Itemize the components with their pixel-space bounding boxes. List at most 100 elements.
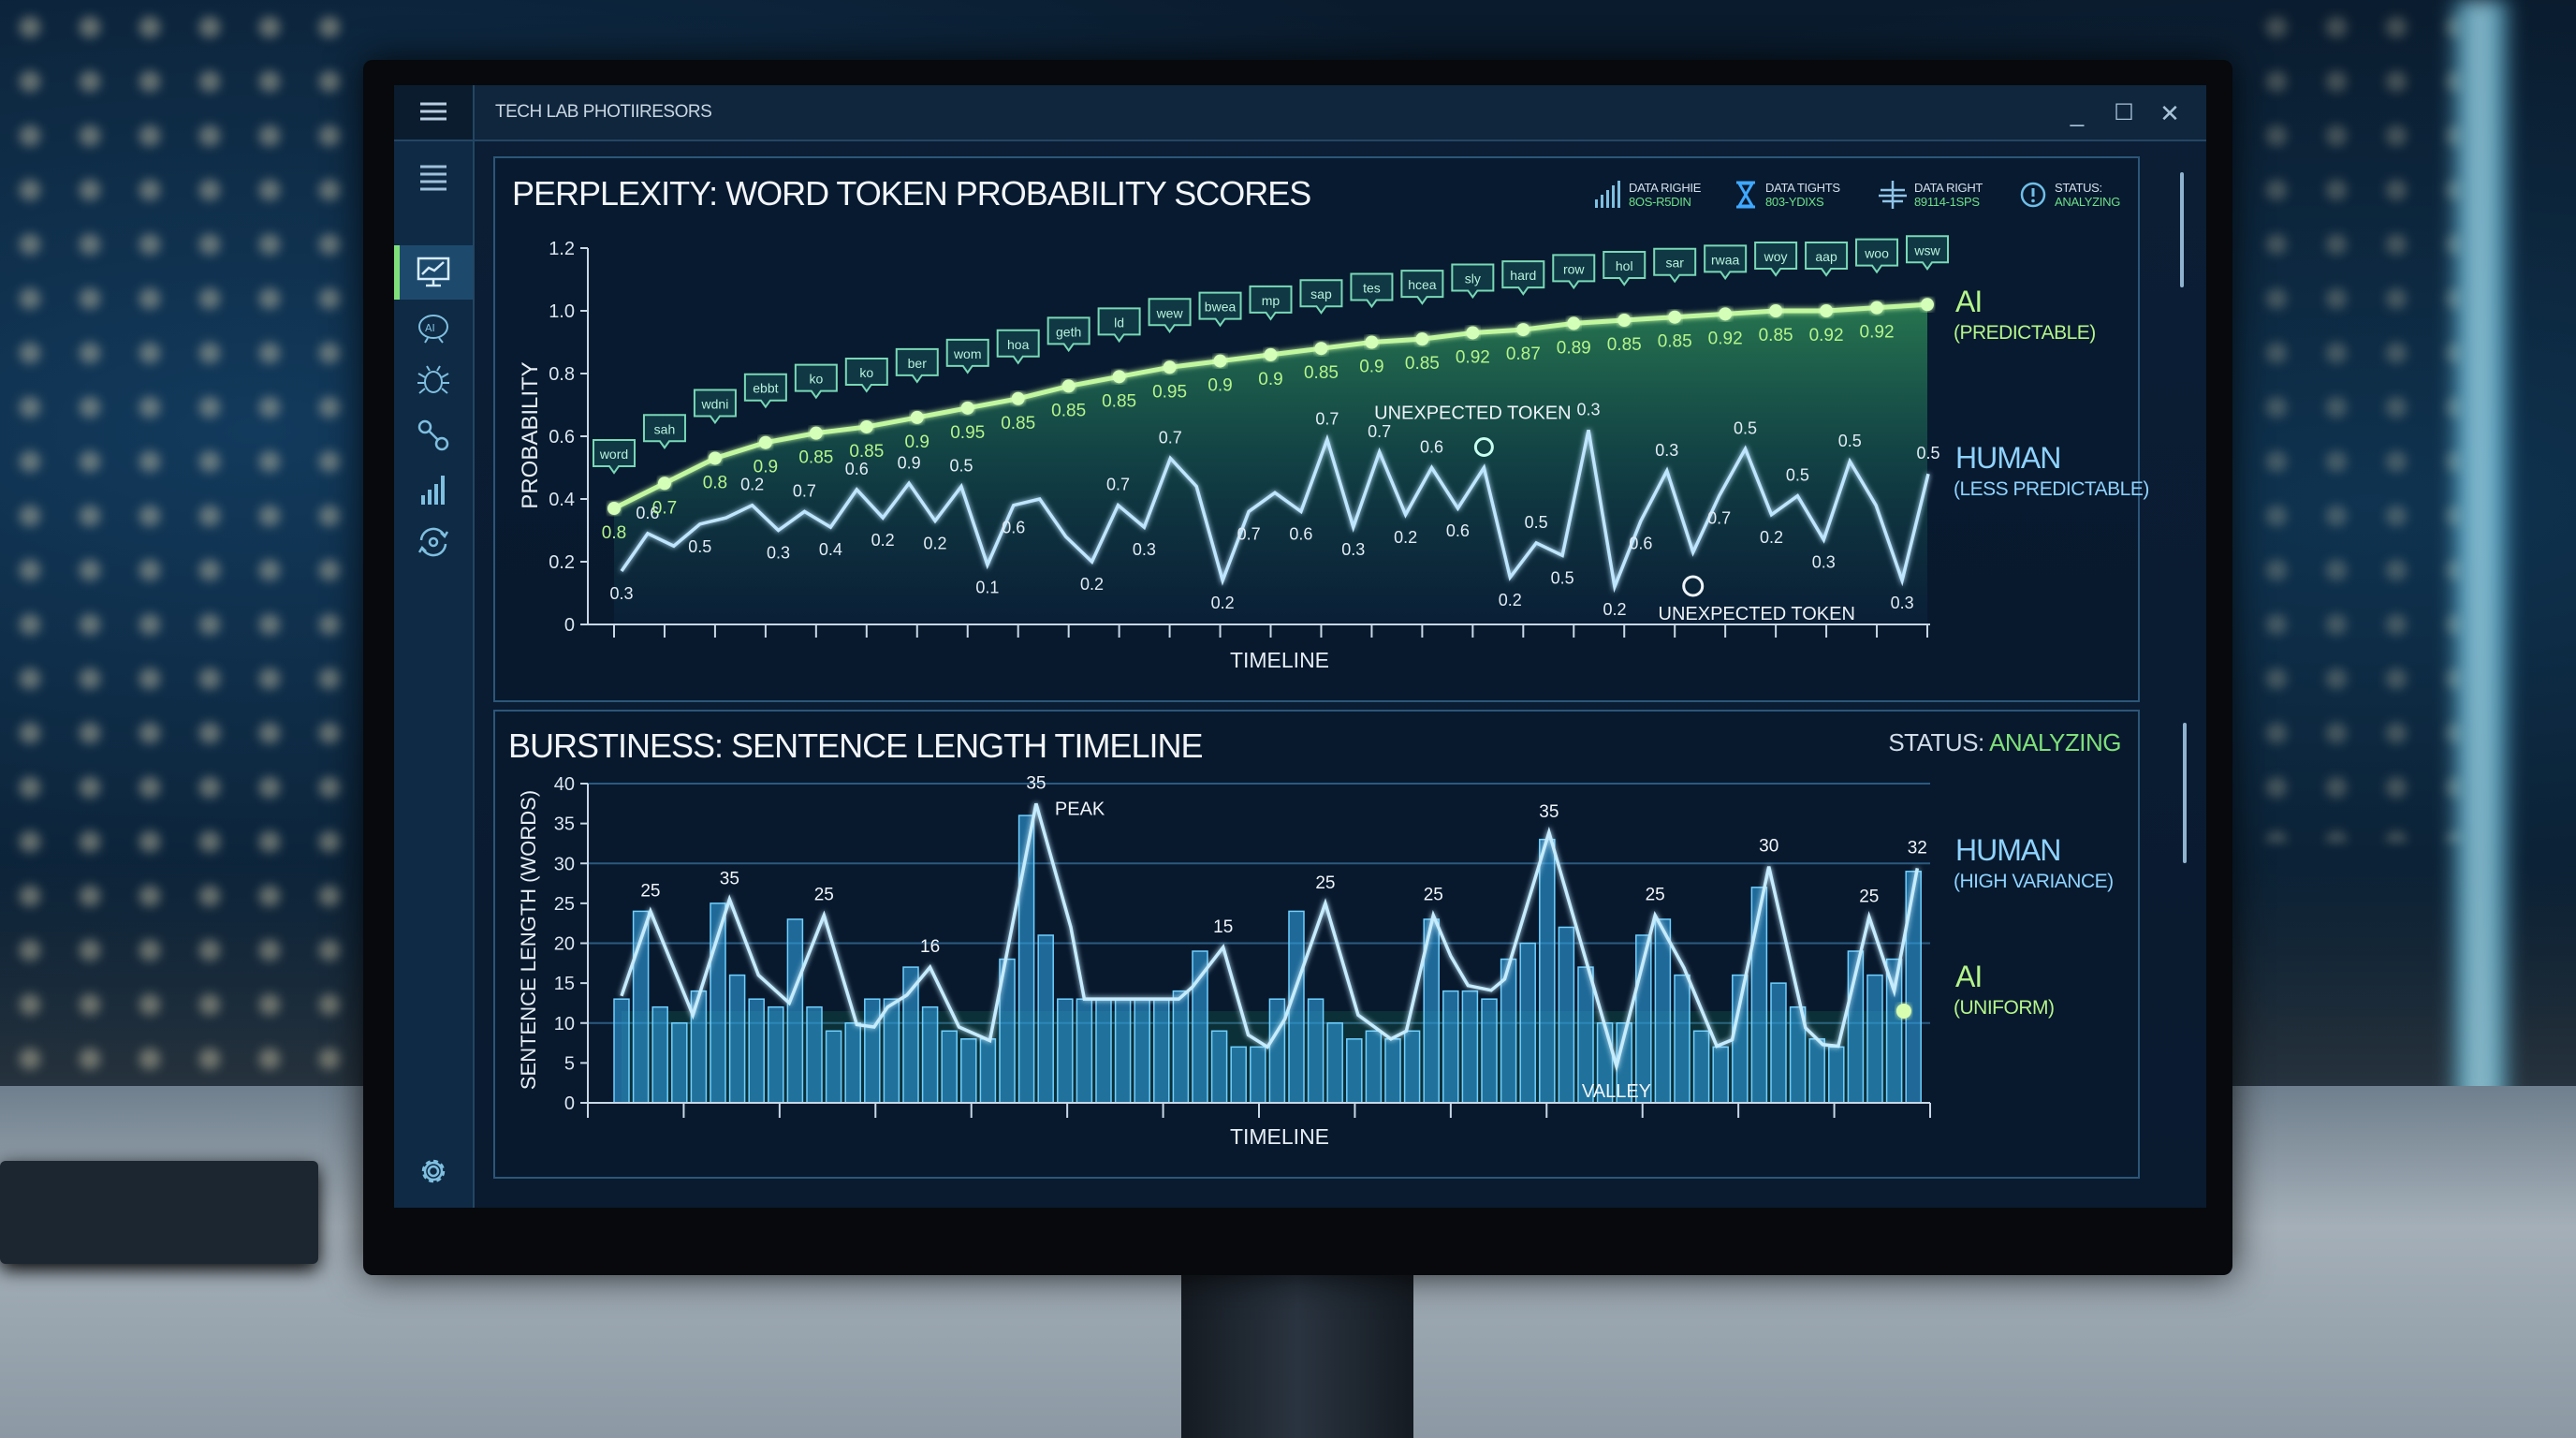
y-tick-label: 15: [554, 974, 575, 994]
monitor-chart-icon: [417, 257, 450, 287]
sidebar-item-analytics[interactable]: [415, 471, 452, 508]
stat-item: DATA RIGHIE 8OS-R5DIN: [1593, 181, 1701, 209]
burstiness-title: BURSTINESS: SENTENCE LENGTH TIMELINE: [508, 726, 1203, 765]
legend-ai: AI: [1955, 285, 1983, 318]
ai-value-label: 0.85: [849, 442, 884, 462]
unexpected-token-marker: [1682, 575, 1705, 597]
status-label: STATUS:: [1888, 728, 1984, 756]
status-indicator: STATUS: ANALYZING: [2019, 181, 2120, 209]
human-value-label: 0.3: [1891, 594, 1914, 612]
token-label: mp: [1262, 293, 1281, 308]
human-value-label: 0.7: [1237, 524, 1261, 543]
human-value-label: 0.3: [1133, 540, 1156, 559]
sentence-length-bar: [1674, 974, 1690, 1104]
settings-button[interactable]: [415, 1152, 452, 1190]
ai-value-label: 0.85: [1051, 401, 1086, 420]
peak-value-label: 35: [720, 870, 739, 889]
stat-item: DATA TIGHTS 803-YDIXS: [1734, 181, 1840, 209]
maximize-button[interactable]: ☐: [2114, 100, 2134, 125]
human-value-label: 0.2: [740, 476, 764, 494]
ai-data-point: [1213, 354, 1227, 368]
token-label: ebbt: [753, 381, 778, 396]
token-bubble: [1653, 247, 1697, 284]
y-tick-label: 20: [554, 934, 575, 955]
close-button[interactable]: ✕: [2159, 99, 2180, 127]
human-value-label: 0.7: [793, 481, 816, 500]
status-value: ANALYZING: [1989, 728, 2121, 756]
human-value-label: 0.2: [1211, 594, 1235, 612]
sentence-length-bar: [1885, 958, 1903, 1104]
human-value-label: 0.2: [1760, 528, 1783, 547]
token-label: wom: [953, 346, 982, 361]
human-series-line: [620, 429, 1930, 594]
sentence-length-bar: [1384, 1038, 1401, 1104]
bug-icon: [417, 365, 449, 394]
sentence-length-bar: [1808, 1038, 1825, 1104]
sidebar-item-sync[interactable]: [415, 523, 452, 561]
human-value-label: 0.6: [636, 504, 659, 522]
human-value-label: 0.7: [1159, 428, 1182, 447]
perplexity-chart: 0 0.2 0.4 0.6 0.8 1.0 1.2 0.3 0.6 0.5 0.2 0.3 0.7 0.4…: [549, 235, 1949, 638]
ai-data-point: [1668, 310, 1682, 324]
human-value-label: 0.3: [609, 584, 633, 603]
burstiness-chart: 0 5 10 15 20 25 30 35 40 25 35 25 16 35 15 25 25 35 25 30 25…: [554, 773, 1931, 1118]
human-value-label: 0.3: [1655, 441, 1678, 460]
ai-data-point: [1567, 316, 1581, 330]
ai-value-label: 0.87: [1506, 345, 1541, 364]
token-bubble: [895, 347, 939, 384]
ai-data-point: [809, 426, 823, 440]
sentence-length-bar: [1172, 990, 1190, 1104]
token-bubble: [996, 329, 1040, 365]
peak-value-label: 35: [1539, 802, 1559, 822]
ai-value-label: 0.85: [1405, 354, 1440, 374]
sentence-length-bar: [1230, 1046, 1247, 1104]
token-label: hcea: [1408, 277, 1437, 292]
ai-value-label: 0.85: [1658, 332, 1692, 352]
minimize-button[interactable]: _: [2070, 99, 2085, 127]
burstiness-status: STATUS: ANALYZING: [1888, 728, 2121, 757]
human-value-label: 0.7: [1315, 409, 1339, 428]
perplexity-scrollbar[interactable]: [2180, 172, 2184, 287]
sidebar-item-list[interactable]: [415, 159, 452, 197]
burstiness-scrollbar[interactable]: [2183, 723, 2187, 863]
stat-value: 803-YDIXS: [1765, 195, 1824, 209]
sentence-length-bar: [1828, 1046, 1845, 1104]
menu-button[interactable]: [394, 85, 475, 139]
ai-data-point: [1112, 370, 1126, 384]
sentence-length-bar: [1326, 1022, 1343, 1104]
token-label: tes: [1363, 281, 1381, 296]
ai-data-point: [758, 435, 772, 449]
sentence-length-bar: [1461, 990, 1479, 1104]
sentence-length-bar: [1732, 974, 1749, 1104]
human-value-label: 0.3: [1341, 540, 1365, 559]
sentence-length-bar: [1692, 1030, 1710, 1104]
legend-ai-sub: (PREDICTABLE): [1954, 322, 2096, 344]
y-tick-label: 30: [554, 854, 575, 874]
token-bubble: [693, 389, 737, 425]
sentence-length-bar: [864, 998, 881, 1104]
legend-ai-sub: (UNIFORM): [1954, 997, 2055, 1019]
sentence-length-bar: [1288, 910, 1305, 1104]
ai-value-label: 0.89: [1557, 338, 1591, 358]
title-bar: TECH LAB PHOTIIRESORS _ ☐ ✕: [394, 85, 2206, 141]
sentence-length-bar: [1210, 1030, 1228, 1104]
sentence-length-bar: [1076, 998, 1093, 1104]
token-bubble: [1451, 263, 1495, 300]
human-value-label: 0.5: [688, 537, 711, 556]
sidebar-item-security[interactable]: [415, 362, 452, 400]
peak-value-label: 16: [920, 937, 940, 957]
token-bubble: [844, 357, 888, 393]
ai-data-point: [1415, 332, 1429, 346]
ai-data-point: [1617, 314, 1632, 328]
token-bubble: [794, 363, 838, 400]
human-value-label: 0.2: [1499, 591, 1522, 609]
sidebar-item-ai[interactable]: AI: [415, 309, 452, 346]
sentence-length-bar: [1134, 998, 1150, 1104]
stat-item: DATA RIGHT 89114-1SPS: [1879, 181, 1983, 209]
sidebar-item-dashboard[interactable]: [415, 254, 452, 291]
sidebar: AI: [394, 141, 475, 1208]
sidebar-item-connections[interactable]: [415, 417, 452, 454]
network-device: [0, 1161, 318, 1264]
ai-area-fill: [614, 304, 1927, 624]
ai-value-label: 0.9: [1359, 358, 1383, 377]
